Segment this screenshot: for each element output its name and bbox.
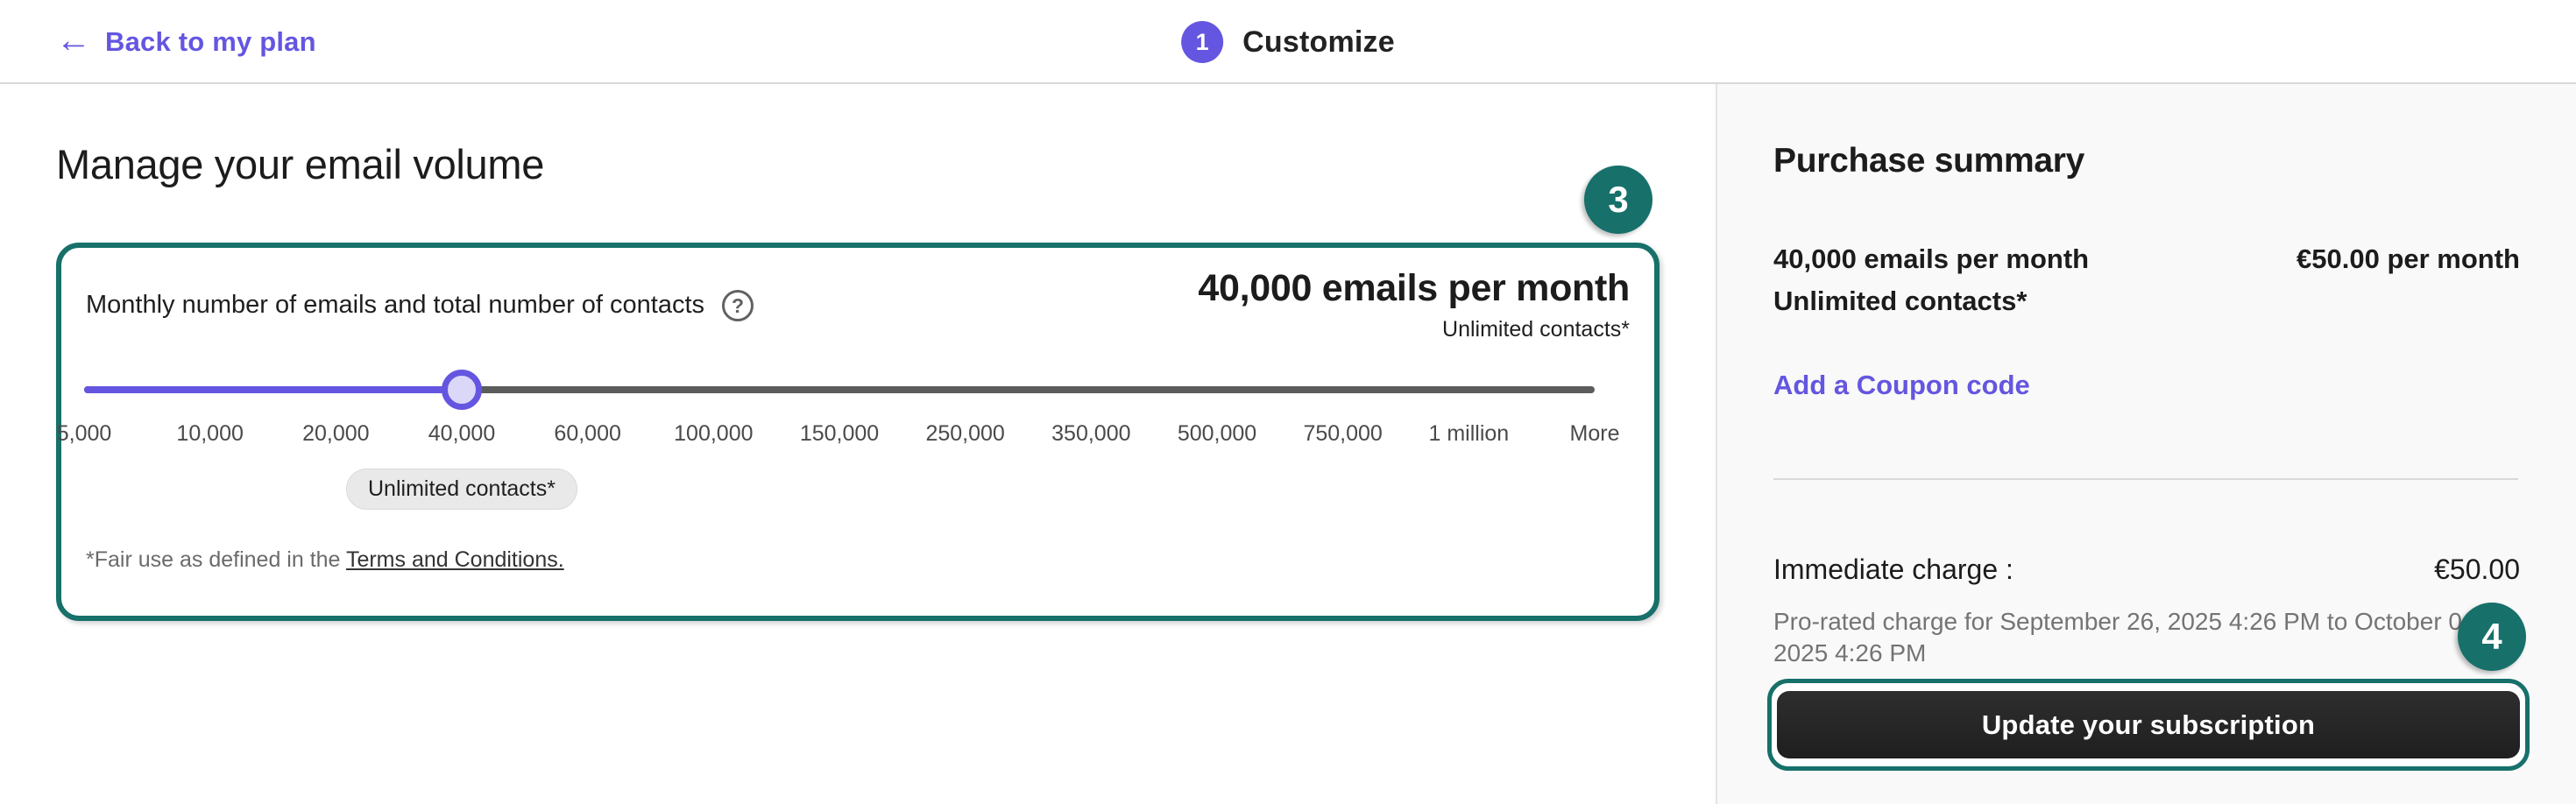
slider-tick-label: 250,000 — [925, 421, 1005, 446]
annotation-badge-3: 3 — [1584, 166, 1652, 234]
slider-tick-label: 350,000 — [1051, 421, 1131, 446]
annotation-badge-4: 4 — [2458, 603, 2526, 671]
add-coupon-link[interactable]: Add a Coupon code — [1773, 370, 2030, 400]
step-label: Customize — [1242, 25, 1395, 59]
slider-track[interactable] — [84, 386, 1595, 393]
topbar: ← Back to my plan 1 Customize — [0, 0, 2576, 84]
selected-volume-title: 40,000 emails per month — [1198, 267, 1630, 309]
slider-tick-label: 500,000 — [1177, 421, 1257, 446]
slider-tick-label: 150,000 — [799, 421, 880, 446]
purchase-summary-title: Purchase summary — [1773, 142, 2085, 180]
plan-price: €50.00 per month — [2296, 243, 2520, 274]
immediate-charge-label: Immediate charge : — [1773, 554, 2013, 585]
back-link[interactable]: ← Back to my plan — [56, 0, 316, 84]
step-number-badge: 1 — [1181, 21, 1224, 63]
immediate-charge-value: €50.00 — [2434, 554, 2520, 585]
summary-divider — [1773, 478, 2518, 480]
slider-tick-label: 20,000 — [302, 421, 370, 446]
slider-tick-label: More — [1569, 421, 1620, 446]
card-label: Monthly number of emails and total numbe… — [86, 290, 705, 319]
purchase-summary-panel: Purchase summary 40,000 emails per month… — [1716, 84, 2576, 804]
slider-handle[interactable] — [442, 370, 482, 410]
plan-contacts-label: Unlimited contacts* — [1773, 286, 2028, 316]
stepper: 1 Customize — [1181, 0, 1395, 84]
slider-tick-label: 60,000 — [554, 421, 621, 446]
update-subscription-button[interactable]: Update your subscription — [1777, 691, 2520, 758]
prorate-note: Pro-rated charge for September 26, 2025 … — [1773, 608, 2483, 666]
email-volume-slider[interactable]: 5,000 10,000 20,000 40,000 60,000 100,000 150,… — [57, 248, 1620, 616]
email-volume-card: Monthly number of emails and total numbe… — [56, 243, 1660, 621]
annotation-ring: Update your subscription — [1767, 679, 2530, 771]
terms-link[interactable]: Terms and Conditions. — [345, 547, 564, 572]
slider-tick-labels: 5,000 10,000 20,000 40,000 60,000 100,000 150,… — [57, 421, 1620, 451]
selected-volume-subtitle: Unlimited contacts* — [1442, 317, 1630, 342]
slider-tick-label: 100,000 — [674, 421, 754, 446]
contacts-pill: Unlimited contacts* — [346, 469, 577, 510]
fair-use-footnote: *Fair use as defined in the Terms and Co… — [86, 547, 564, 573]
slider-tick-label: 40,000 — [428, 421, 496, 446]
back-arrow-icon: ← — [56, 21, 91, 60]
card-label-row: Monthly number of emails and total numbe… — [86, 288, 754, 321]
slider-tick-label: 750,000 — [1303, 421, 1383, 446]
selected-volume-block: 40,000 emails per month Unlimited contac… — [1198, 267, 1630, 342]
help-icon[interactable]: ? — [722, 290, 754, 321]
back-link-label: Back to my plan — [105, 26, 316, 57]
slider-tick-label: 1 million — [1428, 421, 1510, 446]
plan-row: 40,000 emails per month €50.00 per month — [1773, 243, 2520, 275]
immediate-charge-row: Immediate charge : €50.00 — [1773, 554, 2520, 586]
slider-fill — [84, 386, 462, 393]
slider-tick-label: 5,000 — [56, 421, 112, 446]
slider-tick-label: 10,000 — [176, 421, 244, 446]
page-title: Manage your email volume — [56, 141, 545, 187]
footnote-text: *Fair use as defined in the — [86, 547, 346, 572]
plan-volume-label: 40,000 emails per month — [1773, 243, 2090, 274]
